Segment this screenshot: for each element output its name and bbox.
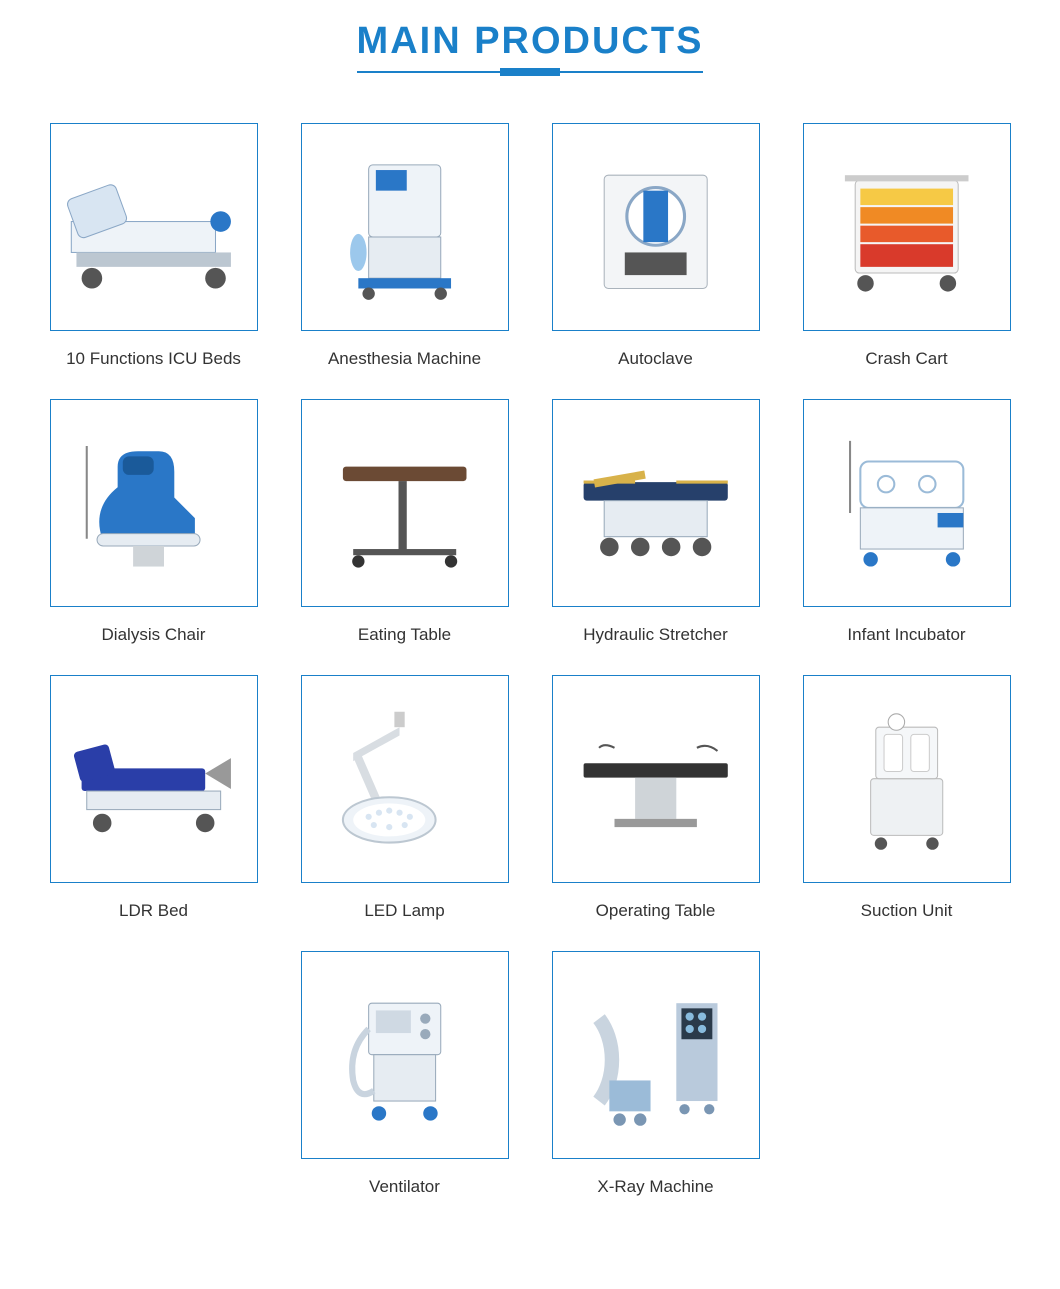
crash-cart-icon [803,123,1011,331]
product-card[interactable]: Infant Incubator [793,399,1020,645]
anesthesia-icon [301,123,509,331]
product-label: Ventilator [369,1177,440,1197]
product-label: Autoclave [618,349,693,369]
product-label: Hydraulic Stretcher [583,625,728,645]
product-card[interactable]: LED Lamp [291,675,518,921]
operating-table-icon [552,675,760,883]
product-label: Crash Cart [865,349,947,369]
product-label: Dialysis Chair [102,625,206,645]
product-card[interactable]: Suction Unit [793,675,1020,921]
ventilator-icon [301,951,509,1159]
product-label: 10 Functions ICU Beds [66,349,241,369]
product-label: Operating Table [596,901,716,921]
product-card[interactable]: X-Ray Machine [542,951,769,1197]
suction-unit-icon [803,675,1011,883]
product-label: Infant Incubator [847,625,965,645]
page-title: MAIN PRODUCTS [357,20,704,73]
product-card[interactable]: Anesthesia Machine [291,123,518,369]
product-label: X-Ray Machine [597,1177,713,1197]
product-grid: 10 Functions ICU Beds Anesthesia Machine A… [40,123,1020,1197]
product-card[interactable]: LDR Bed [40,675,267,921]
stretcher-icon [552,399,760,607]
led-lamp-icon [301,675,509,883]
product-card[interactable]: Ventilator [291,951,518,1197]
ldr-bed-icon [50,675,258,883]
product-label: Eating Table [358,625,451,645]
product-label: LED Lamp [364,901,444,921]
product-card[interactable]: 10 Functions ICU Beds [40,123,267,369]
product-card[interactable]: Operating Table [542,675,769,921]
eating-table-icon [301,399,509,607]
product-card[interactable]: Crash Cart [793,123,1020,369]
xray-icon [552,951,760,1159]
product-card[interactable]: Eating Table [291,399,518,645]
autoclave-icon [552,123,760,331]
product-label: Suction Unit [861,901,953,921]
dialysis-chair-icon [50,399,258,607]
icu-bed-icon [50,123,258,331]
product-card[interactable]: Dialysis Chair [40,399,267,645]
product-label: Anesthesia Machine [328,349,481,369]
product-label: LDR Bed [119,901,188,921]
product-card[interactable]: Autoclave [542,123,769,369]
incubator-icon [803,399,1011,607]
product-card[interactable]: Hydraulic Stretcher [542,399,769,645]
